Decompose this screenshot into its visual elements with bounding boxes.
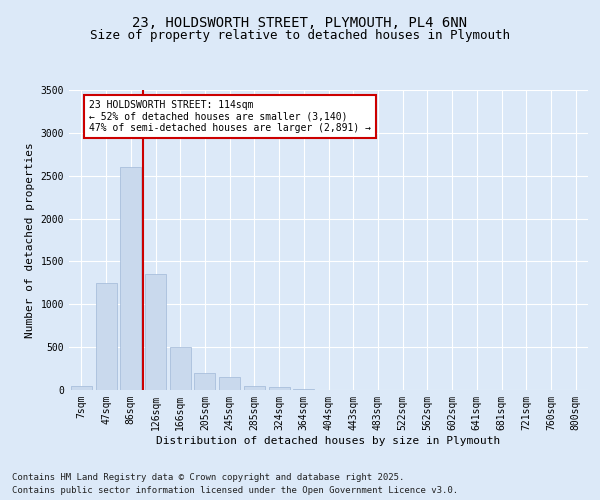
- X-axis label: Distribution of detached houses by size in Plymouth: Distribution of detached houses by size …: [157, 436, 500, 446]
- Bar: [71, 386, 92, 390]
- Bar: [269, 387, 290, 390]
- Bar: [170, 347, 191, 390]
- Bar: [219, 377, 240, 390]
- Text: Contains HM Land Registry data © Crown copyright and database right 2025.: Contains HM Land Registry data © Crown c…: [12, 472, 404, 482]
- Bar: [194, 373, 215, 390]
- Text: Size of property relative to detached houses in Plymouth: Size of property relative to detached ho…: [90, 29, 510, 42]
- Y-axis label: Number of detached properties: Number of detached properties: [25, 142, 35, 338]
- Text: Contains public sector information licensed under the Open Government Licence v3: Contains public sector information licen…: [12, 486, 458, 495]
- Bar: [244, 386, 265, 390]
- Bar: [95, 283, 116, 390]
- Bar: [293, 389, 314, 390]
- Bar: [120, 167, 141, 390]
- Text: 23 HOLDSWORTH STREET: 114sqm
← 52% of detached houses are smaller (3,140)
47% of: 23 HOLDSWORTH STREET: 114sqm ← 52% of de…: [89, 100, 371, 134]
- Text: 23, HOLDSWORTH STREET, PLYMOUTH, PL4 6NN: 23, HOLDSWORTH STREET, PLYMOUTH, PL4 6NN: [133, 16, 467, 30]
- Bar: [145, 274, 166, 390]
